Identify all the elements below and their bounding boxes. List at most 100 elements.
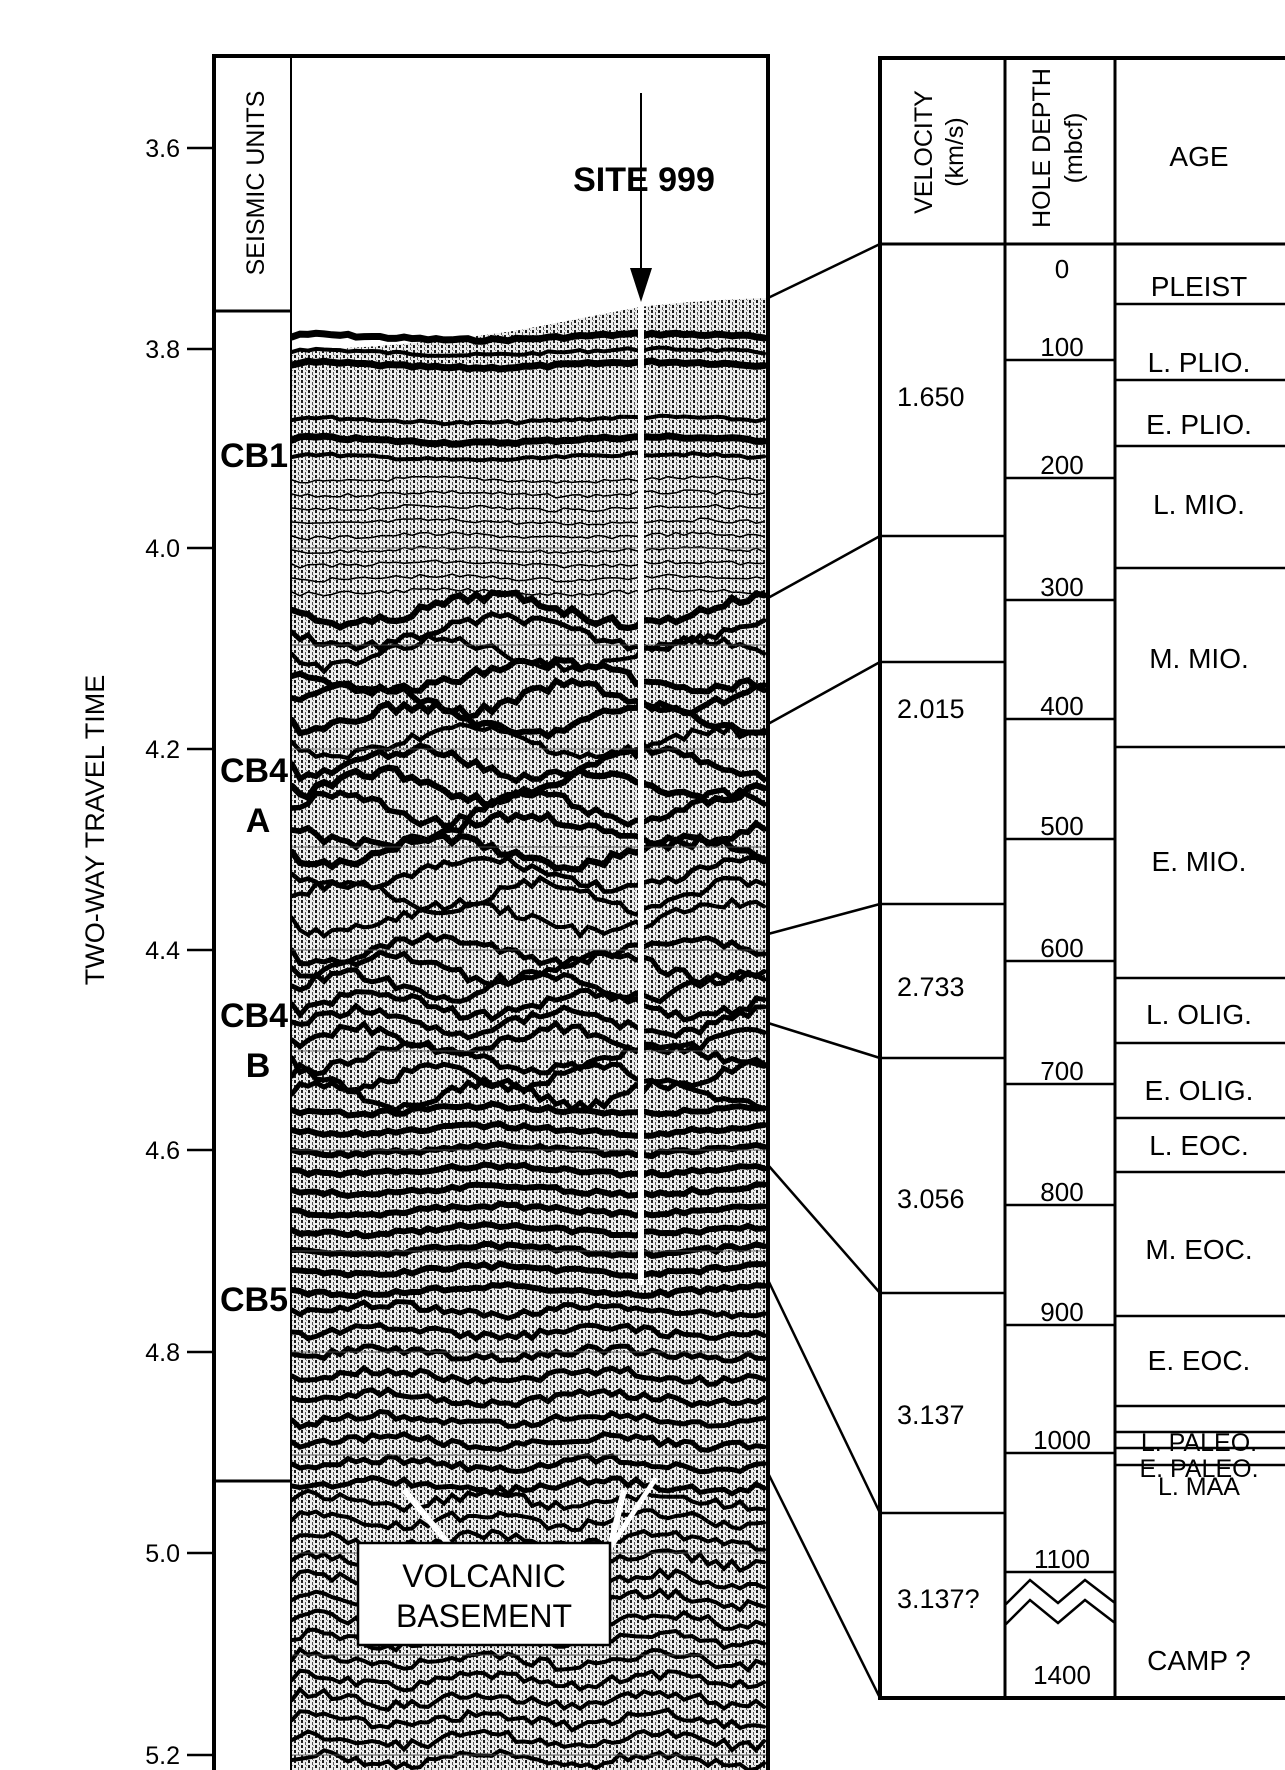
time-tick-label: 4.4 [145,937,180,965]
seismic-reflector [292,1343,766,1364]
seismic-reflector [292,1453,766,1475]
seismic-reflector [292,699,766,741]
depth-label: 400 [1040,691,1083,721]
age-label: M. MIO. [1149,643,1249,674]
seismic-reflector [292,589,766,632]
seismic-units-column: SEISMIC UNITS CB1 CB4 A CB4 B CB5 [212,54,294,1770]
age-label: L. MAA [1158,1473,1240,1501]
seismic-reflector [292,1488,766,1514]
seismic-reflector [292,489,765,499]
seismic-reflector [292,1075,766,1113]
age-label: L. EOC. [1149,1130,1249,1161]
seismic-reflector [292,764,766,808]
seismic-reflector [292,573,765,583]
time-tick-label: 3.8 [145,336,180,364]
seismic-unit-label: B [246,1047,271,1085]
site-label: SITE 999 [573,161,715,199]
time-axis: TWO-WAY TRAVEL TIME 3.6 3.8 4.0 4.2 4.4 4.6 4.… [80,135,213,1770]
seismic-unit-label: CB4 [220,997,288,1035]
seismic-unit-label: A [246,802,271,840]
correlation-line [767,1021,881,1060]
velocity-column: 1.650 2.015 2.733 3.056 3.137 3.137? [880,382,1005,1614]
seismic-reflector [292,1686,766,1712]
seismic-reflector [292,1408,766,1431]
seismic-reflector [292,1364,766,1387]
seismic-reflector [292,1321,766,1342]
velocity-header: VELOCITY (km/s) [910,90,969,214]
seismic-reflector [292,656,766,698]
seismic-reflector [292,967,766,1005]
seismic-unit-label: CB5 [220,1281,288,1319]
depth-label: 100 [1040,332,1083,362]
age-label: E. PALEO. [1139,1455,1258,1483]
depth-label: 300 [1040,572,1083,602]
correlation-line [767,902,881,936]
seismic-reflector [292,475,765,484]
seismic-reflector [292,786,766,829]
depth-label: 1100 [1034,1544,1090,1574]
seismic-reflector [292,810,766,853]
velocity-value: 2.733 [897,972,965,1002]
velocity-value: 2.015 [897,694,965,724]
seismic-reflector [292,503,765,513]
seismic-unit-label: CB4 [220,752,288,790]
seismic-reflector [292,896,766,940]
age-label: L. PALEO. [1141,1429,1257,1457]
seismic-reflector [292,432,766,448]
seismic-reflector [292,721,766,761]
velocity-header-line-1: VELOCITY [910,90,938,214]
age-label: PLEIST [1151,271,1247,302]
velocity-value: 3.137 [897,1400,965,1430]
age-label: E. PLIO. [1146,409,1252,440]
time-tick-label: 3.6 [145,135,180,163]
velocity-value: 3.056 [897,1184,965,1214]
seismic-reflector [292,1281,766,1300]
seismic-reflector [292,357,766,373]
seismic-reflector [292,832,766,873]
depth-label: 1000 [1033,1425,1091,1455]
depth-break-icon [1004,1574,1116,1626]
seismic-reflector [292,1002,766,1041]
seismic-reflector [292,413,766,427]
seismic-reflector [292,1668,766,1693]
seismic-reflector [292,611,766,652]
correlation-lines [766,242,882,1699]
correlation-line [767,1164,881,1294]
time-tick-label: 4.6 [145,1137,180,1165]
seismic-reflector [292,545,765,554]
age-column: PLEIST L. PLIO. E. PLIO. L. MIO. M. MIO. E. M… [1115,271,1285,1676]
seismic-reflector [292,874,766,917]
age-label: E. OLIG. [1145,1075,1254,1106]
velocity-value: 3.137? [897,1584,980,1614]
age-label: E. EOC. [1148,1345,1251,1376]
seismic-reflector [292,531,765,541]
depth-label: 900 [1040,1297,1083,1327]
time-axis-title: TWO-WAY TRAVEL TIME [80,675,110,986]
depth-label: 800 [1040,1177,1083,1207]
seismic-reflector [292,1299,766,1321]
site-arrow-icon [630,268,652,302]
seismic-profile: SITE 999 VOLCANIC BASEMENT [212,54,770,1770]
depth-label: 200 [1040,450,1083,480]
seismic-reflector [292,1019,766,1057]
time-tick-label: 5.0 [145,1540,180,1568]
age-label: CAMP ? [1147,1645,1251,1676]
seismic-reflector [292,587,765,597]
seismic-reflector [292,1260,766,1280]
age-header: AGE [1169,141,1228,172]
time-tick-label: 4.2 [145,736,180,764]
seismic-reflector [292,1728,766,1754]
age-label: E. MIO. [1152,846,1247,877]
correlation-line [767,242,881,300]
age-label: L. PLIO. [1148,347,1251,378]
seismic-reflector [292,741,766,785]
depth-label: 600 [1040,933,1083,963]
seismic-reflection-image [292,298,766,1770]
depth-label: 500 [1040,811,1083,841]
seismic-reflector [292,1474,766,1498]
seismic-reflector [292,1748,766,1770]
age-label: L. MIO. [1153,489,1245,520]
seismic-unit-label: CB1 [220,437,288,475]
correlation-line [766,1279,882,1514]
